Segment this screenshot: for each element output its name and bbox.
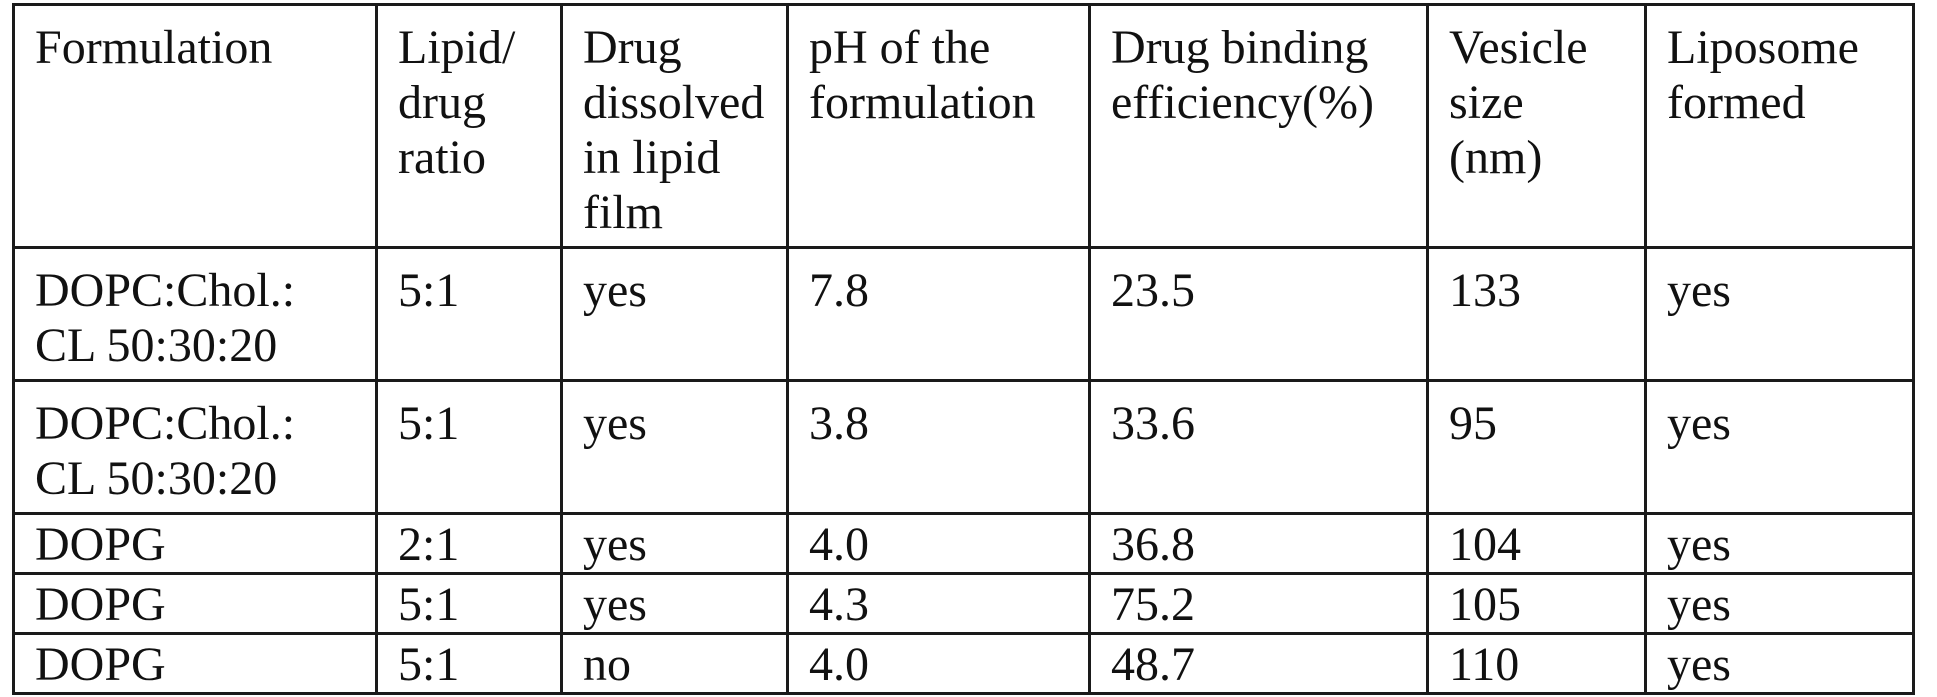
cell-value: yes [1667,637,1898,692]
header-formulation: Formulation [14,5,377,248]
cell-ph: 4.3 [788,574,1090,634]
cell-value: 105 [1449,577,1630,632]
cell-formulation: DOPG [14,634,377,694]
cell-drug-binding-efficiency: 75.2 [1090,574,1428,634]
cell-lipid-drug-ratio: 5:1 [377,574,562,634]
cell-ph: 4.0 [788,634,1090,694]
table-row: DOPG 2:1 yes 4.0 36.8 104 yes [14,514,1914,574]
cell-ph: 7.8 [788,248,1090,381]
header-row: Formulation Lipid/ drug ratio Drug disso… [14,5,1914,248]
header-drug-binding-efficiency: Drug binding efficiency(%) [1090,5,1428,248]
header-label: pH of the formulation [809,20,1074,130]
cell-vesicle-size: 95 [1428,381,1646,514]
cell-value: yes [1667,396,1898,451]
cell-drug-dissolved: no [562,634,788,694]
header-vesicle-size: Vesicle size (nm) [1428,5,1646,248]
table-row: DOPG 5:1 no 4.0 48.7 110 yes [14,634,1914,694]
cell-value: yes [583,396,772,451]
cell-value: 48.7 [1111,637,1412,692]
cell-value: 3.8 [809,396,1074,451]
cell-drug-binding-efficiency: 23.5 [1090,248,1428,381]
cell-value: DOPG [35,637,361,692]
cell-value: 133 [1449,263,1630,318]
header-lipid-drug-ratio: Lipid/ drug ratio [377,5,562,248]
header-ph: pH of the formulation [788,5,1090,248]
cell-value: 2:1 [398,517,546,572]
header-label: Drug dissolved in lipid film [583,20,772,240]
cell-lipid-drug-ratio: 5:1 [377,248,562,381]
header-label: Drug binding efficiency(%) [1111,20,1412,130]
cell-drug-dissolved: yes [562,248,788,381]
cell-lipid-drug-ratio: 5:1 [377,381,562,514]
table-header: Formulation Lipid/ drug ratio Drug disso… [14,5,1914,248]
cell-ph: 3.8 [788,381,1090,514]
cell-value: 7.8 [809,263,1074,318]
cell-drug-binding-efficiency: 33.6 [1090,381,1428,514]
cell-value: 75.2 [1111,577,1412,632]
cell-value: 5:1 [398,263,546,318]
cell-value: yes [583,263,772,318]
cell-liposome-formed: yes [1646,574,1914,634]
cell-value: yes [583,517,772,572]
cell-value: 33.6 [1111,396,1412,451]
table-body: DOPC:Chol.: CL 50:30:20 5:1 yes 7.8 23.5… [14,248,1914,694]
cell-value: 5:1 [398,637,546,692]
cell-value: yes [583,577,772,632]
formulation-table: Formulation Lipid/ drug ratio Drug disso… [12,3,1915,695]
cell-value: 4.0 [809,517,1074,572]
table-row: DOPG 5:1 yes 4.3 75.2 105 yes [14,574,1914,634]
header-drug-dissolved: Drug dissolved in lipid film [562,5,788,248]
cell-liposome-formed: yes [1646,381,1914,514]
cell-value: DOPG [35,577,361,632]
header-label: Lipid/ drug ratio [398,20,546,185]
cell-value: DOPC:Chol.: CL 50:30:20 [35,396,361,506]
cell-value: 4.0 [809,637,1074,692]
cell-value: 5:1 [398,577,546,632]
cell-value: no [583,637,772,692]
cell-value: 95 [1449,396,1630,451]
cell-liposome-formed: yes [1646,634,1914,694]
cell-lipid-drug-ratio: 5:1 [377,634,562,694]
cell-formulation: DOPC:Chol.: CL 50:30:20 [14,381,377,514]
cell-formulation: DOPC:Chol.: CL 50:30:20 [14,248,377,381]
cell-drug-dissolved: yes [562,514,788,574]
cell-value: yes [1667,517,1898,572]
cell-vesicle-size: 104 [1428,514,1646,574]
cell-liposome-formed: yes [1646,248,1914,381]
cell-ph: 4.0 [788,514,1090,574]
cell-drug-binding-efficiency: 48.7 [1090,634,1428,694]
cell-formulation: DOPG [14,574,377,634]
cell-value: 104 [1449,517,1630,572]
cell-vesicle-size: 110 [1428,634,1646,694]
cell-drug-binding-efficiency: 36.8 [1090,514,1428,574]
header-label: Formulation [35,20,361,75]
cell-value: yes [1667,263,1898,318]
cell-drug-dissolved: yes [562,574,788,634]
cell-vesicle-size: 133 [1428,248,1646,381]
cell-liposome-formed: yes [1646,514,1914,574]
cell-formulation: DOPG [14,514,377,574]
cell-lipid-drug-ratio: 2:1 [377,514,562,574]
header-liposome-formed: Liposome formed [1646,5,1914,248]
cell-vesicle-size: 105 [1428,574,1646,634]
table-row: DOPC:Chol.: CL 50:30:20 5:1 yes 3.8 33.6… [14,381,1914,514]
header-label: Vesicle size (nm) [1449,20,1630,185]
cell-drug-dissolved: yes [562,381,788,514]
cell-value: 23.5 [1111,263,1412,318]
cell-value: 110 [1449,637,1630,692]
cell-value: yes [1667,577,1898,632]
table-row: DOPC:Chol.: CL 50:30:20 5:1 yes 7.8 23.5… [14,248,1914,381]
cell-value: DOPC:Chol.: CL 50:30:20 [35,263,361,373]
cell-value: 5:1 [398,396,546,451]
header-label: Liposome formed [1667,20,1898,130]
cell-value: 4.3 [809,577,1074,632]
cell-value: 36.8 [1111,517,1412,572]
cell-value: DOPG [35,517,361,572]
